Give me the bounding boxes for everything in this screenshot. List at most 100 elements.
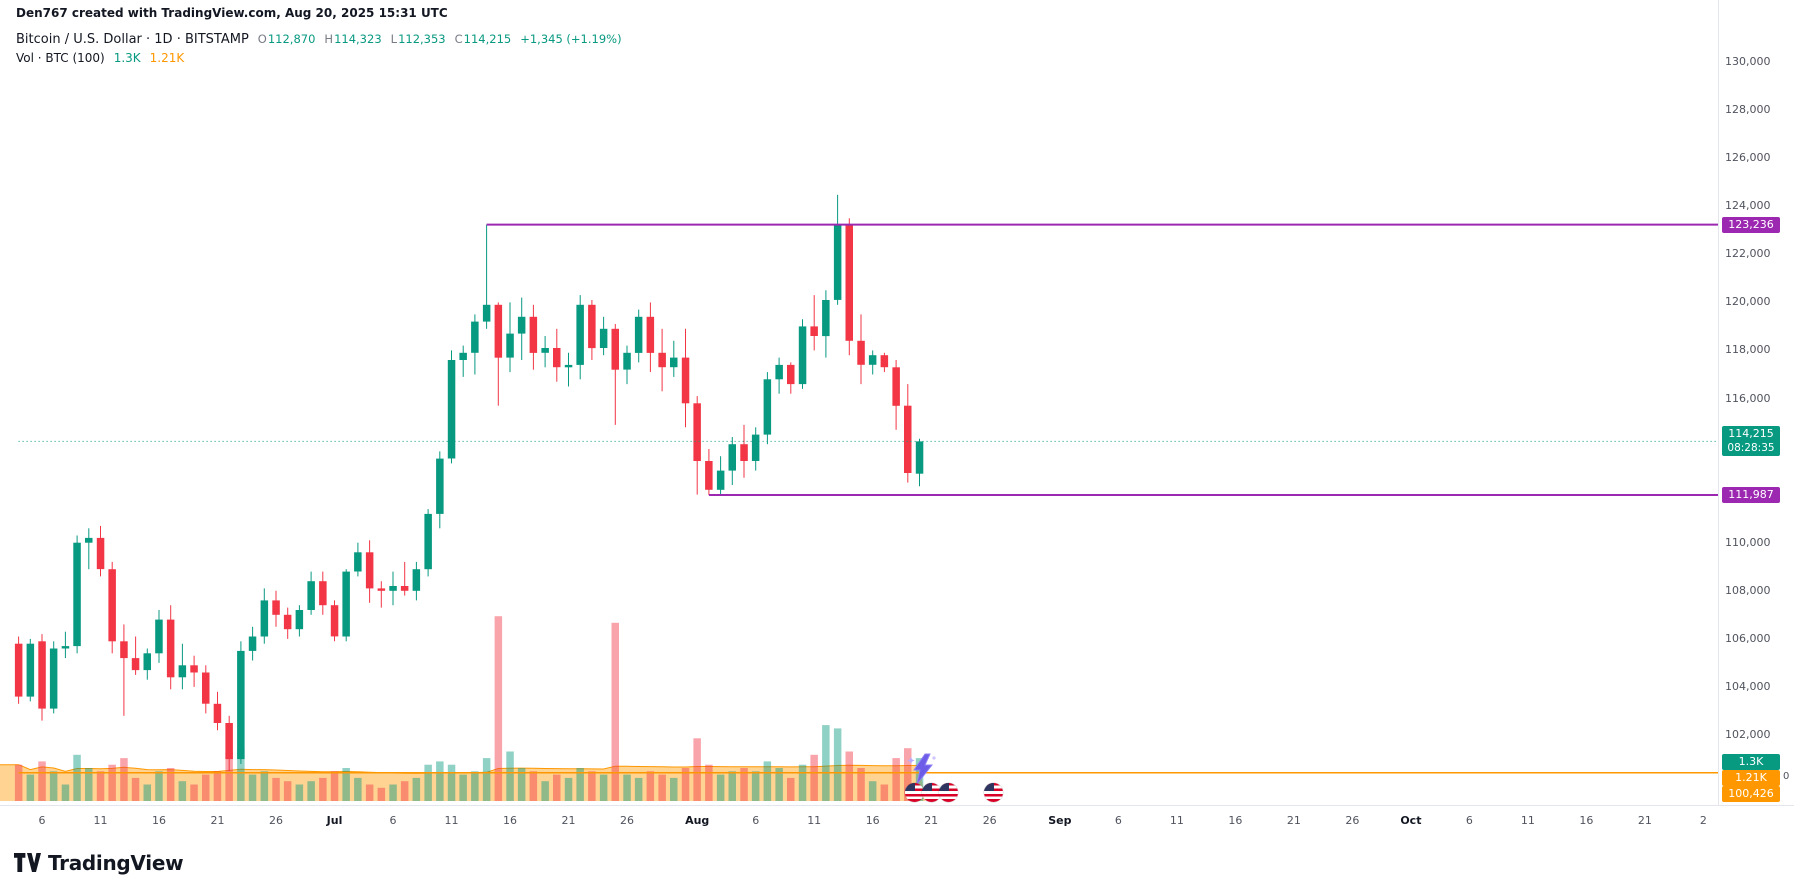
time-axis-day-label: 21 [1637,814,1652,827]
candle-body [248,636,257,651]
volume-ma-badge[interactable]: 1.21K [1722,770,1780,786]
volume-bar [611,622,619,801]
last-price-badge[interactable]: 114,215 08:28:35 [1722,426,1780,457]
candle-body [541,348,549,353]
volume-bar [377,787,386,801]
candle-body [202,672,210,704]
candle-body [85,537,93,543]
volume-bar [237,748,245,801]
volume-bar [202,774,210,801]
candle-body [880,355,889,368]
candle-body [716,470,725,490]
candle-body [775,364,783,380]
volume-bar [319,777,327,801]
time-axis[interactable]: 6 11 16 21 26 Jul 6 11 16 21 26 Aug 6 11 16 21 26 Sep 6 11 1… [0,805,1794,840]
volume-bar [155,771,163,801]
volume-bar [845,751,853,801]
time-axis-day-label: 21 [210,814,225,827]
time-axis-day-label: 11 [1169,814,1184,827]
candle-body [576,304,584,365]
time-axis-month-label: Sep [1048,814,1072,827]
volume-bar [190,784,198,801]
time-axis-day-label: 26 [620,814,634,827]
price-axis-label: 110,000 [1725,535,1771,549]
volume-bar [412,777,421,801]
open-label: O [257,32,267,46]
volume-bar [26,774,35,801]
candle-body [868,355,877,365]
candle-body [693,403,701,461]
us-flag-sticker[interactable] [922,783,941,802]
candle-body [915,441,924,474]
volume-indicator-title[interactable]: Vol · BTC (100) [16,51,105,65]
price-axis[interactable]: 130,000 128,000 126,000 124,000 122,000 120,0… [1718,0,1794,805]
volume-bar [73,754,81,801]
price-chart[interactable] [0,0,1718,805]
candle-body [494,304,503,358]
volume-bar [810,754,818,801]
volume-bar [728,771,736,801]
volume-bar [424,764,432,801]
candle-body [424,513,432,570]
time-axis-day-label: 21 [924,814,939,827]
us-flag-sticker[interactable] [939,783,958,802]
price-axis-label: 126,000 [1725,151,1771,165]
volume-bar [822,725,830,801]
candle-body [120,641,128,659]
tradingview-logo[interactable]: TradingView [14,851,184,875]
volume-bar [178,781,187,801]
time-axis-day-label: 6 [1114,814,1122,827]
volume-bar [61,784,70,801]
symbol-title[interactable]: Bitcoin / U.S. Dollar · 1D · BITSTAMP [16,32,249,47]
volume-bar [670,777,678,801]
candle-body [365,552,374,589]
volume-bar [342,768,350,801]
high-value: 114,323 [334,32,382,46]
candle-body [307,581,315,610]
time-axis-day-label: 6 [389,814,397,827]
time-axis-day-label: 16 [1228,814,1243,827]
volume-bar [880,784,889,801]
volume-bar [529,771,538,801]
candle-body [822,300,830,337]
lightning-sticker[interactable] [906,752,938,790]
volume-bar [693,738,701,801]
volume-bar [541,781,549,801]
us-flag-sticker[interactable] [905,783,924,802]
time-axis-day-label: 11 [807,814,822,827]
candle-body [155,619,163,654]
volume-bar [365,784,374,801]
volume-row: Vol · BTC (100) 1.3K 1.21K [16,51,622,65]
volume-bar [482,758,491,801]
candle-body [49,648,58,709]
time-axis-day-label: 2 [1699,814,1707,827]
volume-bar [260,771,269,801]
price-ma-badge[interactable]: 100,426 [1722,786,1780,802]
volume-bar [14,764,23,801]
volume-value-badge[interactable]: 1.3K [1722,754,1780,770]
volume-bar [354,777,362,801]
candle-body [178,665,187,678]
price-axis-label: 120,000 [1725,295,1771,309]
candle-body [237,650,245,760]
resistance-price-badge[interactable]: 123,236 [1722,216,1780,233]
volume-bar [143,784,151,801]
close-label: C [454,32,463,46]
candle-body [389,586,397,591]
candle-body [225,723,233,760]
candle-body [751,434,760,461]
volume-bar [716,774,725,801]
volume-bar [681,768,690,801]
us-flag-sticker[interactable] [984,783,1003,802]
volume-bar [787,777,795,801]
candle-body [798,326,807,385]
candle-body [354,552,362,572]
volume-bar [740,768,748,801]
close-value: 114,215 [463,32,512,46]
candle-body [295,610,304,630]
time-axis-day-label: 16 [1579,814,1594,827]
support-price-badge[interactable]: 111,987 [1722,487,1780,503]
volume-axis-zero-label: 0 [1783,771,1790,782]
volume-bar [599,774,608,801]
time-axis-day-label: 6 [38,814,46,827]
